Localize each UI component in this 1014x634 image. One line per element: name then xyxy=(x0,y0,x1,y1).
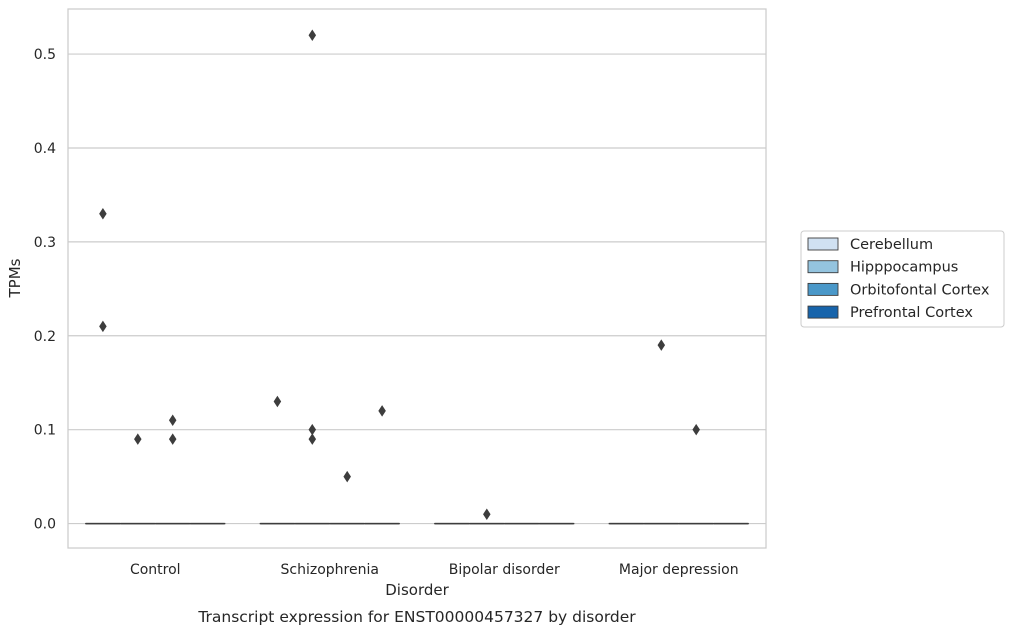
outlier-point xyxy=(483,508,491,520)
legend-label: Orbitofontal Cortex xyxy=(850,282,990,298)
y-axis-ticks: 0.0 0.1 0.2 0.3 0.4 0.5 xyxy=(34,47,56,533)
y-tick-label: 0.2 xyxy=(34,329,56,345)
legend-swatch xyxy=(807,260,839,274)
legend-label: Cerebellum xyxy=(850,237,933,253)
outlier-point xyxy=(378,405,386,417)
legend-swatch xyxy=(807,305,839,319)
outlier-point xyxy=(134,433,142,445)
y-tick-label: 0.4 xyxy=(34,141,56,157)
legend-frame xyxy=(800,230,1005,328)
legend-swatch xyxy=(807,282,839,296)
x-axis-label: Disorder xyxy=(385,581,449,599)
outlier-point xyxy=(168,433,177,445)
legend-swatch xyxy=(807,237,839,251)
outlier-point xyxy=(308,433,317,445)
outlier-point xyxy=(308,29,317,42)
outlier-point xyxy=(99,320,107,333)
legend: Cerebellum Hipppocampus Orbitofontal Corte… xyxy=(800,230,1005,328)
x-tick-label: Schizophrenia xyxy=(281,562,379,578)
legend-label: Hipppocampus xyxy=(850,260,958,276)
x-axis-ticks: Control Schizophrenia Bipolar disorder Majo… xyxy=(130,562,739,578)
outlier-points xyxy=(99,29,700,520)
legend-items: Cerebellum Hipppocampus Orbitofontal Corte… xyxy=(807,237,990,321)
y-tick-label: 0.5 xyxy=(34,47,56,63)
outlier-point xyxy=(273,395,282,408)
y-tick-label: 0.1 xyxy=(34,423,56,439)
x-tick-label: Control xyxy=(130,562,181,578)
outlier-point xyxy=(692,423,700,436)
y-axis-label: TPMs xyxy=(6,258,24,298)
y-tick-label: 0.3 xyxy=(34,235,56,251)
outlier-point xyxy=(168,414,177,427)
legend-label: Prefrontal Cortex xyxy=(850,305,973,321)
gridlines xyxy=(68,53,766,525)
x-tick-label: Bipolar disorder xyxy=(449,562,560,578)
outlier-point xyxy=(657,339,666,351)
plot-area-frame xyxy=(67,8,767,549)
outlier-point xyxy=(343,470,351,483)
outlier-point xyxy=(99,207,107,220)
x-tick-label: Major depression xyxy=(619,562,739,578)
outlier-point xyxy=(308,423,317,436)
chart-caption: Transcript expression for ENST0000045732… xyxy=(197,608,636,626)
y-tick-label: 0.0 xyxy=(34,517,56,533)
